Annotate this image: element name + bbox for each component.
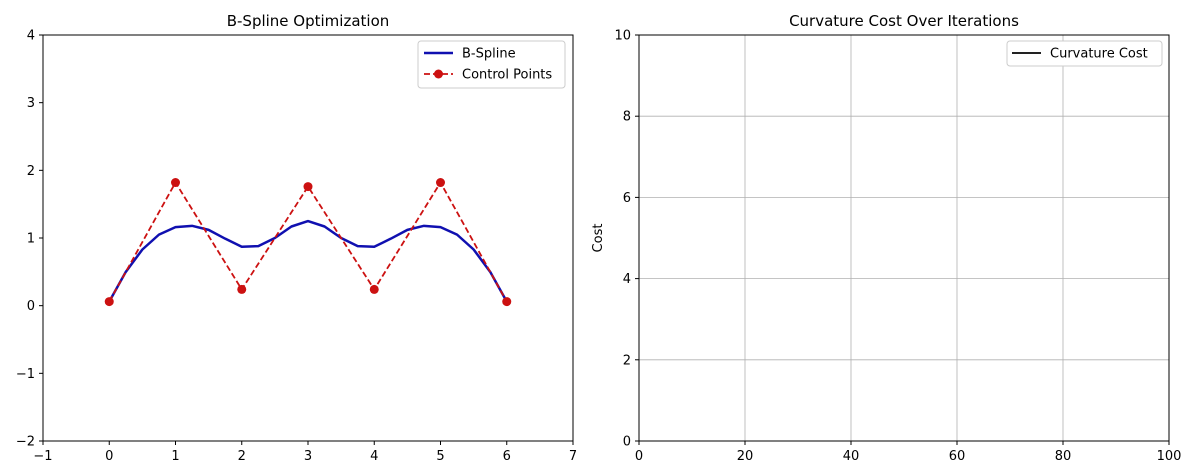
bspline-chart-title: B-Spline Optimization xyxy=(227,12,390,30)
x-tick-label: 100 xyxy=(1157,449,1182,464)
x-tick-label: 0 xyxy=(635,449,643,464)
x-tick-label: 60 xyxy=(949,449,966,464)
control-point-marker xyxy=(436,178,445,188)
x-tick-label: 5 xyxy=(436,449,444,464)
control-point-marker xyxy=(104,297,114,307)
bspline-legend-box xyxy=(417,40,566,89)
curvature-cost-chart-title: Curvature Cost Over Iterations xyxy=(789,12,1019,30)
y-tick-label: 2 xyxy=(27,164,35,179)
curvature-cost-legend-label: Curvature Cost xyxy=(1050,47,1148,62)
curvature-cost-legend-box xyxy=(1006,40,1163,67)
control-points-legend-marker-swatch xyxy=(434,69,443,79)
bspline-chart-legend: B-Spline Control Points xyxy=(417,40,566,89)
control-point-marker xyxy=(369,284,379,294)
y-tick-label: 3 xyxy=(27,96,35,111)
x-tick-label: 4 xyxy=(370,449,378,464)
bspline-chart: B-Spline Optimization −1 0 1 2 3 4 5 6 7−2−10123… xyxy=(16,12,577,464)
control-point-marker xyxy=(303,182,313,192)
curvature-cost-chart-legend: Curvature Cost xyxy=(1006,40,1163,67)
y-tick-label: 0 xyxy=(27,299,35,314)
bspline-chart-plot-area xyxy=(104,178,512,307)
x-tick-label: −1 xyxy=(33,449,52,464)
y-tick-label: 4 xyxy=(27,29,35,44)
curvature-cost-chart-ticks: 0 20 40 60 80 100 0 2 4 6 8 10 xyxy=(614,29,1181,465)
y-tick-label: −1 xyxy=(16,367,35,382)
y-tick-label: −2 xyxy=(16,435,35,450)
bspline-chart-frame xyxy=(42,34,574,442)
y-tick-label: 0 xyxy=(623,435,631,450)
y-tick-label: 10 xyxy=(614,29,631,44)
x-tick-label: 3 xyxy=(304,449,312,464)
y-tick-label: 8 xyxy=(623,110,631,125)
x-tick-label: 2 xyxy=(238,449,246,464)
y-tick-label: 6 xyxy=(623,191,631,206)
curvature-cost-chart-frame xyxy=(638,34,1170,442)
control-point-marker xyxy=(237,284,247,294)
bspline-legend-label: B-Spline xyxy=(462,47,516,62)
control-point-marker xyxy=(171,178,180,188)
y-tick-label: 4 xyxy=(623,272,631,287)
y-tick-label: 1 xyxy=(27,232,35,247)
curvature-cost-chart: Curvature Cost Over Iterations 0 20 40 60 80… xyxy=(591,12,1181,464)
x-tick-label: 20 xyxy=(737,449,754,464)
y-tick-label: 2 xyxy=(623,353,631,368)
curvature-cost-y-axis-label: Cost xyxy=(591,224,606,253)
x-tick-label: 7 xyxy=(569,449,577,464)
control-point-marker xyxy=(502,297,512,307)
series-line-0 xyxy=(108,219,508,303)
x-tick-label: 40 xyxy=(843,449,860,464)
control-points-legend-label: Control Points xyxy=(462,68,552,83)
x-tick-label: 0 xyxy=(105,449,113,464)
x-tick-label: 80 xyxy=(1055,449,1072,464)
x-tick-label: 6 xyxy=(503,449,511,464)
x-tick-label: 1 xyxy=(171,449,179,464)
